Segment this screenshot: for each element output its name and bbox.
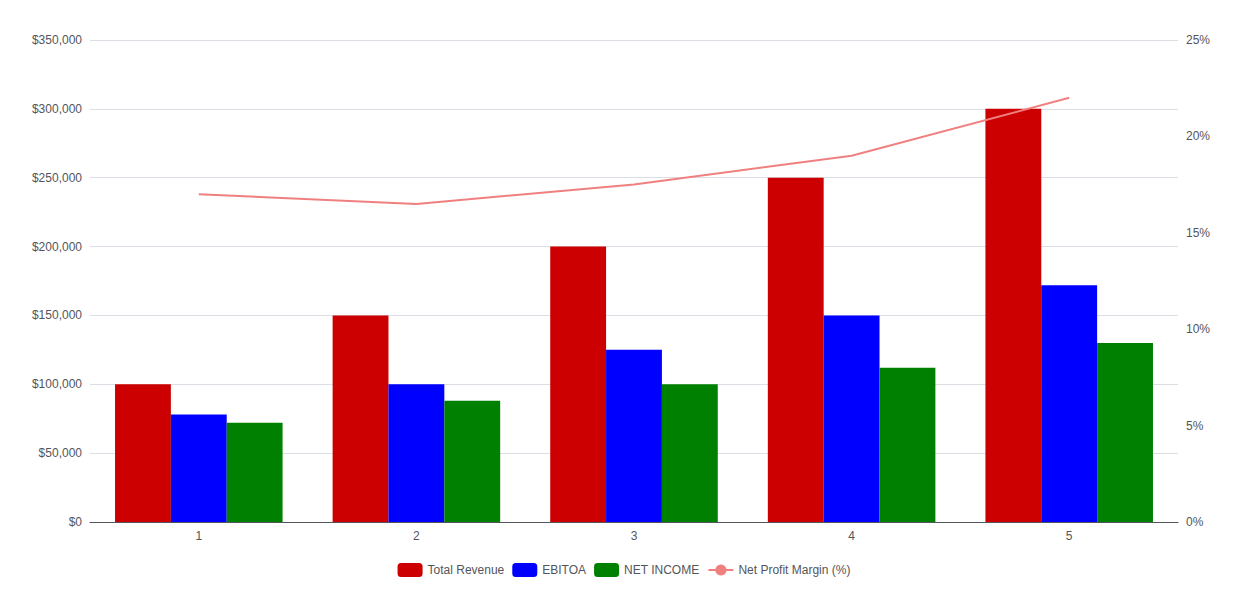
svg-text:EBITOA: EBITOA [542,563,586,577]
svg-text:5: 5 [1066,529,1073,543]
svg-text:$100,000: $100,000 [32,377,82,391]
svg-text:Total Revenue: Total Revenue [428,563,505,577]
svg-text:$350,000: $350,000 [32,33,82,47]
svg-text:5%: 5% [1186,419,1204,433]
svg-text:20%: 20% [1186,129,1210,143]
svg-text:NET INCOME: NET INCOME [624,563,699,577]
svg-text:Net Profit Margin (%): Net Profit Margin (%) [738,563,850,577]
svg-text:10%: 10% [1186,322,1210,336]
svg-text:2: 2 [413,529,420,543]
svg-text:25%: 25% [1186,33,1210,47]
svg-text:4: 4 [848,529,855,543]
svg-text:$150,000: $150,000 [32,308,82,322]
svg-text:$50,000: $50,000 [39,446,83,460]
svg-text:0%: 0% [1186,515,1204,529]
svg-text:$0: $0 [69,515,83,529]
svg-text:$300,000: $300,000 [32,102,82,116]
svg-text:$200,000: $200,000 [32,240,82,254]
svg-text:3: 3 [631,529,638,543]
svg-text:15%: 15% [1186,226,1210,240]
svg-text:$250,000: $250,000 [32,171,82,185]
svg-text:1: 1 [195,529,202,543]
